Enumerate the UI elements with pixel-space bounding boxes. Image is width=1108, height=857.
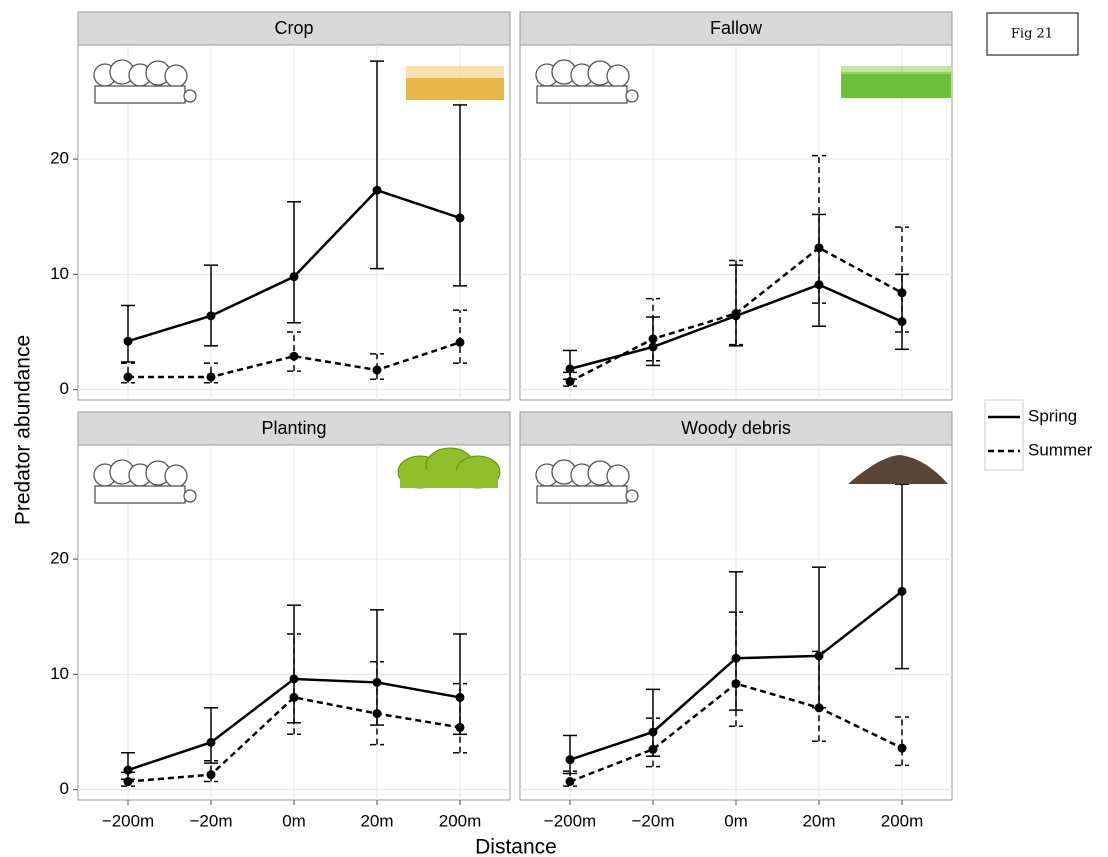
point [897,288,907,298]
error-bar [812,154,826,304]
x-tick-label: −200m [544,811,596,830]
y-tick-label: 0 [60,779,69,798]
error-bar [729,259,743,346]
strip [519,11,953,46]
x-tick-label: 20m [360,811,393,830]
point [814,703,824,713]
facet-title: Woody debris [681,418,791,438]
error-bar [204,264,218,347]
grass-icon [841,66,951,98]
panels: Crop 0 10 20 Fallow Planting 0 10 20 −200m −20m 0m 2… [50,11,953,830]
facet-title: Crop [274,18,313,38]
point [731,679,741,689]
strip [519,411,953,446]
error-bar [453,309,467,364]
point [731,653,741,663]
y-tick-label: 20 [50,549,69,568]
y-tick-label: 10 [50,664,69,683]
figure-label-box [986,12,1079,56]
x-tick-label: 200m [881,811,924,830]
figure-label: Fig 21 [1011,27,1053,42]
error-bar [729,611,743,727]
error-bar [453,682,467,754]
x-tick-label: 200m [439,811,482,830]
strip [77,411,511,446]
error-bar [370,60,384,270]
point [289,351,299,361]
point [897,586,907,596]
point [455,722,465,732]
point [206,372,216,382]
legend-label: Spring [1028,406,1077,425]
point [565,364,575,374]
facet-title: Planting [261,418,326,438]
point [289,272,299,282]
error-bar [453,104,467,287]
error-bar [646,717,660,768]
point [455,337,465,347]
x-axis-title: Distance [475,836,557,857]
point [648,334,658,344]
point [206,737,216,747]
strip [77,11,511,46]
point [814,280,824,290]
tree-icons [93,59,639,504]
y-tick-label: 10 [50,264,69,283]
point [372,365,382,375]
error-bar [370,609,384,726]
point [372,185,382,195]
dirt-icon [848,455,948,484]
point [123,777,133,787]
error-bar [646,297,660,362]
series-line [128,341,461,379]
point [565,777,575,787]
x-tick-label: −20m [190,811,233,830]
point [206,770,216,780]
crop-icon [406,66,504,100]
legend: Spring Summer [984,399,1093,471]
x-tick-label: 0m [282,811,306,830]
series-line [127,696,461,783]
x-tick-label: −20m [632,811,675,830]
y-axis-title: Predator abundance [12,335,35,525]
error-bar [287,633,301,736]
error-bar [895,483,909,670]
error-bar [895,716,909,767]
y-tick-label: 20 [50,149,69,168]
point [565,755,575,765]
point [123,336,133,346]
point [289,692,299,702]
error-bar [287,331,301,372]
bush-icon [397,447,501,489]
point [372,709,382,719]
error-bar [812,650,826,742]
point [455,213,465,223]
point [565,377,575,387]
x-tick-label: 20m [802,811,835,830]
point [648,744,658,754]
error-bar [287,201,301,324]
error-bar [370,660,384,746]
point [206,311,216,321]
point [731,309,741,319]
facet-title: Fallow [710,18,763,38]
point [814,243,824,253]
point [123,372,133,382]
error-bar [895,226,909,333]
x-tick-label: 0m [724,811,748,830]
error-bar [121,304,135,363]
error-bar [204,707,218,764]
x-tick-label: −200m [102,811,154,830]
legend-label: Summer [1028,440,1093,459]
point [897,743,907,753]
y-tick-label: 0 [60,379,69,398]
legend-box [984,399,1024,471]
